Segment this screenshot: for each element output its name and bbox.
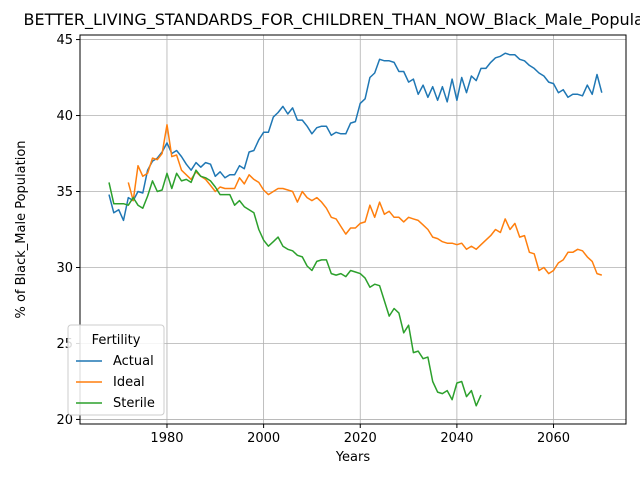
y-tick-label: 40 (56, 109, 73, 124)
legend-title: Fertility (92, 333, 141, 348)
x-tick-label: 1980 (150, 431, 183, 446)
y-tick-label: 30 (56, 261, 73, 276)
legend-label-actual: Actual (113, 354, 154, 369)
legend-label-ideal: Ideal (113, 375, 145, 390)
x-tick-label: 2040 (440, 431, 473, 446)
legend-label-sterile: Sterile (113, 396, 155, 411)
x-tick-label: 2060 (537, 431, 570, 446)
chart-title: BETTER_LIVING_STANDARDS_FOR_CHILDREN_THA… (23, 10, 640, 30)
x-tick-label: 2000 (247, 431, 280, 446)
y-axis-title: % of Black_Male Population (14, 140, 29, 318)
y-tick-label: 35 (56, 185, 73, 200)
x-tick-label: 2020 (344, 431, 377, 446)
x-axis-title: Years (335, 450, 371, 465)
legend: Fertility Actual Ideal Sterile (68, 325, 164, 415)
y-tick-label: 45 (56, 33, 73, 48)
